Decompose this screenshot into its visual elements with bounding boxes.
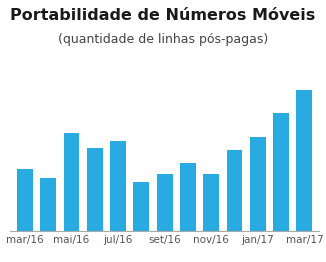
- Bar: [110, 141, 126, 231]
- Bar: [180, 163, 196, 231]
- Bar: [273, 113, 289, 231]
- Bar: [157, 174, 172, 231]
- Bar: [203, 174, 219, 231]
- Text: Portabilidade de Números Móveis: Portabilidade de Números Móveis: [10, 8, 316, 23]
- Bar: [133, 182, 149, 231]
- Text: (quantidade de linhas pós-pagas): (quantidade de linhas pós-pagas): [58, 33, 268, 46]
- Bar: [17, 169, 33, 231]
- Bar: [40, 178, 56, 231]
- Bar: [250, 137, 266, 231]
- Bar: [64, 133, 80, 231]
- Bar: [227, 150, 243, 231]
- Bar: [296, 90, 312, 231]
- Bar: [87, 148, 103, 231]
